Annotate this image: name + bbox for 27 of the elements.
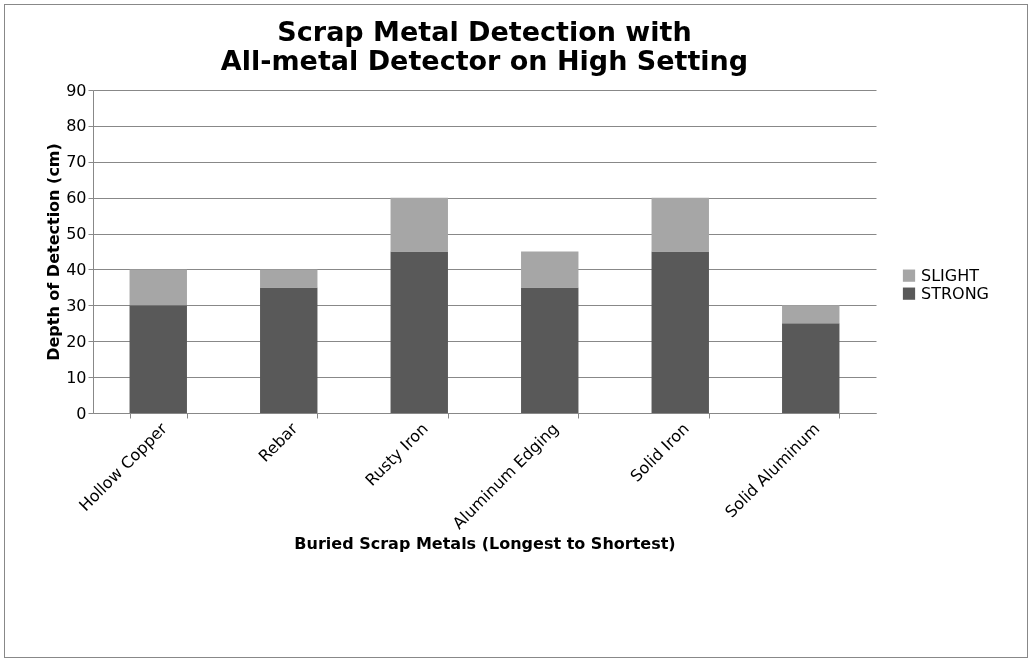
y-tick-label: 10 (66, 367, 87, 387)
legend-label: STRONG (921, 283, 990, 303)
bar (521, 287, 579, 413)
bar (260, 269, 318, 288)
y-tick-label: 70 (66, 152, 87, 172)
bar (782, 305, 840, 324)
bar (390, 197, 448, 252)
bar (129, 305, 187, 413)
bar (260, 287, 318, 413)
x-axis-title: Buried Scrap Metals (Longest to Shortest) (294, 534, 676, 553)
bar (129, 269, 187, 306)
y-tick-label: 50 (66, 224, 87, 244)
bar (390, 251, 448, 413)
y-tick-label: 40 (66, 259, 87, 279)
y-tick-label: 0 (76, 403, 87, 423)
y-tick-label: 90 (66, 80, 87, 100)
bar (651, 197, 709, 252)
y-tick-label: 20 (66, 331, 87, 351)
y-tick-label: 60 (66, 188, 87, 208)
y-axis-title: Depth of Detection (cm) (44, 143, 64, 361)
bar (651, 251, 709, 413)
bar (521, 251, 579, 288)
legend-label: SLIGHT (921, 265, 980, 285)
chart-title: Scrap Metal Detection with All-metal Detector on High Setting (220, 16, 749, 76)
y-tick-label: 30 (66, 295, 87, 315)
y-tick-label: 80 (66, 116, 87, 136)
bar (782, 323, 840, 413)
